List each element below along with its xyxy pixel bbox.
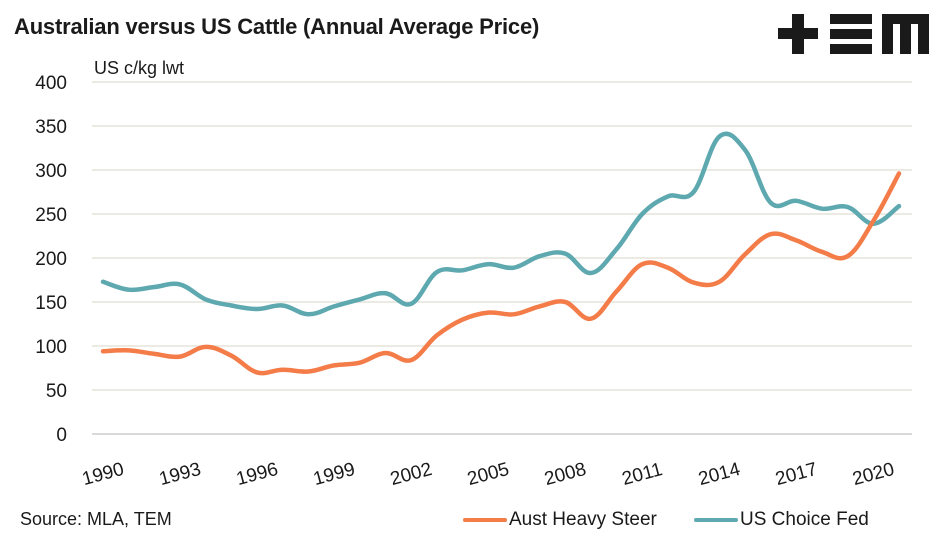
x-tick-label: 1996 (234, 459, 280, 490)
logo-m (882, 14, 929, 54)
y-tick-label: 300 (35, 161, 67, 182)
x-tick-label: 1993 (157, 459, 203, 490)
y-tick-label: 100 (35, 337, 67, 358)
x-tick-label: 2017 (773, 459, 819, 490)
y-tick-label: 150 (35, 293, 67, 314)
legend-item-us-choice-fed: US Choice Fed (694, 509, 869, 531)
series-line-aust-heavy-steer (100, 171, 902, 376)
y-tick-label: 400 (35, 73, 67, 94)
x-tick-label: 1999 (311, 459, 357, 490)
legend-swatch-us (694, 518, 738, 522)
series-line-us-choice-fed (100, 131, 902, 317)
y-tick-label: 350 (35, 117, 67, 138)
x-tick-label: 2020 (850, 459, 896, 490)
legend-label-us: US Choice Fed (740, 509, 869, 530)
y-axis-label: US c/kg lwt (94, 58, 184, 78)
y-tick-label: 250 (35, 205, 67, 226)
logo-e-middle (830, 29, 872, 39)
x-tick-label: 2005 (465, 459, 511, 490)
logo-plus-vertical (792, 14, 804, 54)
logo-e-top (830, 14, 872, 24)
x-tick-label: 2011 (620, 459, 665, 490)
source-note: Source: MLA, TEM (20, 509, 172, 529)
x-tick-label: 2008 (542, 459, 588, 490)
legend-label-aust: Aust Heavy Steer (509, 509, 657, 530)
y-tick-label: 200 (35, 249, 67, 270)
y-tick-label: 0 (56, 425, 67, 446)
gridlines (92, 81, 912, 435)
chart-title: Australian versus US Cattle (Annual Aver… (14, 14, 540, 39)
x-tick-label: 2014 (696, 459, 743, 490)
x-tick-label: 2002 (388, 459, 434, 490)
x-tick-labels: 1990 1993 1996 1999 2002 2005 2008 2011 2014 2017… (80, 459, 897, 490)
x-tick-label: 1990 (80, 459, 126, 490)
y-tick-label: 50 (46, 381, 67, 402)
logo-e-bottom (830, 44, 872, 54)
y-tick-labels: 0 50 100 150 200 250 300 350 400 (35, 73, 67, 446)
tem-logo (778, 14, 929, 54)
legend-swatch-aust (463, 518, 507, 522)
legend-item-aust-heavy-steer: Aust Heavy Steer (463, 509, 657, 531)
series-lines (100, 131, 902, 376)
